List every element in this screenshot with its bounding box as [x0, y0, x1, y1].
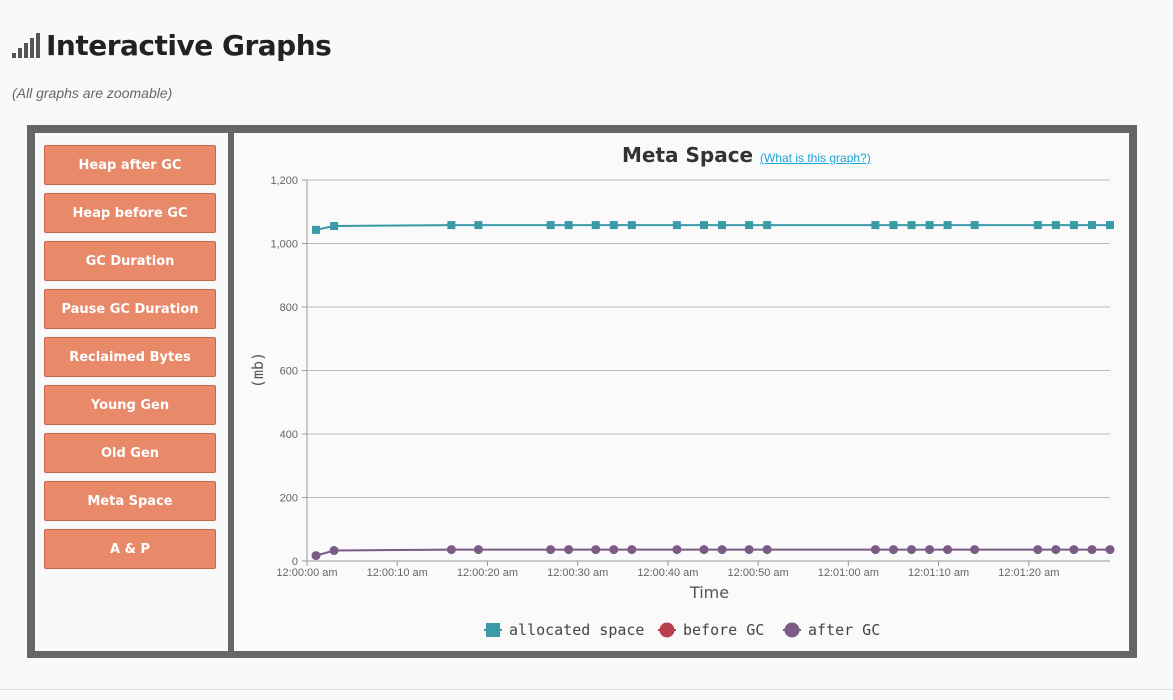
data-point — [1106, 221, 1114, 230]
series-after-GC — [311, 545, 1115, 561]
y-tick-label: 0 — [292, 556, 298, 568]
data-point — [1105, 545, 1115, 555]
chart-panel[interactable] — [234, 133, 1129, 651]
legend-item[interactable]: before GC — [658, 621, 764, 639]
x-tick-label: 12:00:30 am — [547, 567, 608, 579]
data-point — [889, 221, 898, 230]
x-tick-label: 12:00:20 am — [457, 567, 518, 579]
bottom-divider — [0, 689, 1173, 690]
data-point — [907, 545, 917, 555]
data-point — [744, 545, 754, 555]
legend-marker — [784, 622, 800, 638]
what-is-this-graph-link[interactable]: (What is this graph?) — [760, 151, 871, 165]
data-point — [672, 545, 682, 555]
x-tick-label: 12:00:40 am — [637, 567, 698, 579]
data-point — [970, 221, 979, 230]
y-axis-title: (mb) — [249, 352, 267, 388]
legend-label: before GC — [683, 621, 764, 639]
data-point — [745, 221, 754, 230]
nav-gc-duration-button[interactable]: GC Duration — [44, 241, 216, 281]
nav-meta-space-button[interactable]: Meta Space — [44, 481, 216, 521]
data-point — [763, 221, 772, 230]
series-line — [315, 224, 1110, 231]
legend-item[interactable]: after GC — [783, 621, 880, 639]
nav-heap-before-gc-button[interactable]: Heap before GC — [44, 193, 216, 233]
y-tick-label: 400 — [280, 429, 298, 441]
data-point — [699, 221, 708, 230]
data-point — [762, 545, 772, 555]
data-point — [1069, 221, 1078, 230]
nav-reclaimed-bytes-button[interactable]: Reclaimed Bytes — [44, 337, 216, 377]
page-subtitle: (All graphs are zoomable) — [12, 85, 173, 101]
data-point — [627, 545, 637, 555]
data-point — [609, 545, 619, 555]
data-point — [1051, 545, 1061, 555]
legend-marker — [659, 622, 675, 638]
nav-young-gen-button[interactable]: Young Gen — [44, 385, 216, 425]
data-point — [1033, 221, 1042, 230]
data-point — [870, 545, 880, 555]
data-point — [473, 545, 483, 555]
x-tick-label: 12:01:10 am — [908, 567, 969, 579]
legend-label: allocated space — [509, 621, 644, 639]
data-point — [718, 221, 727, 230]
data-point — [943, 221, 952, 230]
data-point — [627, 221, 636, 230]
data-point — [943, 545, 953, 555]
data-point — [447, 221, 456, 230]
data-point — [330, 222, 339, 231]
y-tick-label: 200 — [280, 493, 298, 505]
page-title: Interactive Graphs — [46, 28, 332, 62]
data-point — [699, 545, 709, 555]
data-point — [311, 551, 321, 561]
y-tick-label: 1,200 — [270, 175, 298, 187]
data-point — [1051, 221, 1060, 230]
y-tick-label: 1,000 — [270, 239, 298, 251]
y-tick-label: 800 — [280, 302, 298, 314]
nav-a-and-p-button[interactable]: A & P — [44, 529, 216, 569]
x-tick-label: 12:00:00 am — [276, 567, 337, 579]
x-tick-label: 12:00:10 am — [367, 567, 428, 579]
series-allocated-space — [312, 221, 1114, 234]
data-point — [925, 221, 934, 230]
data-point — [312, 225, 321, 234]
y-tick-label: 600 — [280, 366, 298, 378]
nav-old-gen-button[interactable]: Old Gen — [44, 433, 216, 473]
data-point — [546, 545, 556, 555]
data-point — [609, 221, 618, 230]
data-point — [546, 221, 555, 230]
signal-bars-icon — [12, 32, 40, 58]
data-point — [672, 221, 681, 230]
nav-heap-after-gc-button[interactable]: Heap after GC — [44, 145, 216, 185]
legend-item[interactable]: allocated space — [484, 621, 644, 639]
data-point — [717, 545, 727, 555]
data-point — [591, 545, 601, 555]
data-point — [474, 221, 483, 230]
x-tick-label: 12:00:50 am — [728, 567, 789, 579]
data-point — [564, 221, 573, 230]
data-point — [1033, 545, 1043, 555]
data-point — [564, 545, 574, 555]
legend-marker — [486, 623, 500, 637]
page-header: Interactive Graphs — [12, 28, 332, 62]
data-point — [1069, 545, 1079, 555]
data-point — [970, 545, 980, 555]
chart-title: Meta Space — [622, 143, 754, 167]
data-point — [591, 221, 600, 230]
series-line — [315, 548, 1110, 557]
data-point — [871, 221, 880, 230]
x-tick-label: 12:01:20 am — [998, 567, 1059, 579]
legend-label: after GC — [808, 621, 880, 639]
data-point — [907, 221, 916, 230]
data-point — [329, 546, 339, 556]
x-axis-title: Time — [689, 583, 729, 602]
data-point — [446, 545, 456, 555]
data-point — [925, 545, 935, 555]
data-point — [888, 545, 898, 555]
data-point — [1087, 221, 1096, 230]
data-point — [1087, 545, 1097, 555]
x-tick-label: 12:01:00 am — [818, 567, 879, 579]
nav-pause-gc-duration-button[interactable]: Pause GC Duration — [44, 289, 216, 329]
